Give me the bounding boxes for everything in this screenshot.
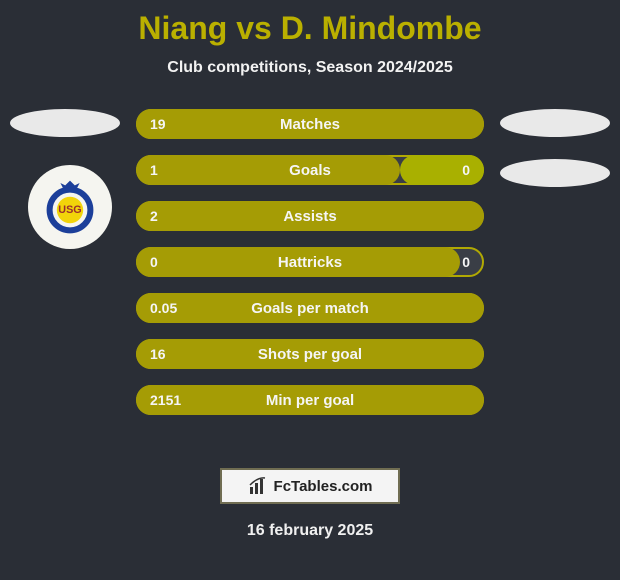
bar-overlay: Assists <box>136 201 484 231</box>
source-logo-text: FcTables.com <box>274 478 373 495</box>
stat-row: 19Matches <box>136 109 484 139</box>
stat-label: Goals <box>289 162 331 179</box>
stat-label: Shots per goal <box>258 346 362 363</box>
date-label: 16 february 2025 <box>0 522 620 540</box>
subtitle: Club competitions, Season 2024/2025 <box>0 59 620 77</box>
stat-row: 16Shots per goal <box>136 339 484 369</box>
stat-label: Assists <box>283 208 336 225</box>
crest-letters: USG <box>58 204 81 216</box>
source-logo: FcTables.com <box>220 468 400 504</box>
page-title: Niang vs D. Mindombe <box>0 0 620 47</box>
stat-label: Hattricks <box>278 254 342 271</box>
stat-row: 2Assists <box>136 201 484 231</box>
player-right-slot-2 <box>500 159 610 187</box>
player-right-slot <box>500 109 610 137</box>
player-left-slot <box>10 109 120 137</box>
stat-row: 00Hattricks <box>136 247 484 277</box>
bar-overlay: Min per goal <box>136 385 484 415</box>
bar-overlay: Goals <box>136 155 484 185</box>
club-crest: USG <box>28 165 112 249</box>
comparison-stage: USG 19Matches 10Goals 2Assists 00Hattricks 0… <box>0 77 620 507</box>
bar-overlay: Matches <box>136 109 484 139</box>
stat-row: 2151Min per goal <box>136 385 484 415</box>
crest-icon: USG <box>40 177 100 237</box>
chart-icon <box>248 476 268 496</box>
stat-row: 0.05Goals per match <box>136 293 484 323</box>
bar-overlay: Goals per match <box>136 293 484 323</box>
bar-overlay: Shots per goal <box>136 339 484 369</box>
stat-label: Min per goal <box>266 392 354 409</box>
bar-overlay: Hattricks <box>136 247 484 277</box>
stat-label: Matches <box>280 116 340 133</box>
stat-bars: 19Matches 10Goals 2Assists 00Hattricks 0.05G… <box>136 109 484 431</box>
stat-row: 10Goals <box>136 155 484 185</box>
stat-label: Goals per match <box>251 300 369 317</box>
